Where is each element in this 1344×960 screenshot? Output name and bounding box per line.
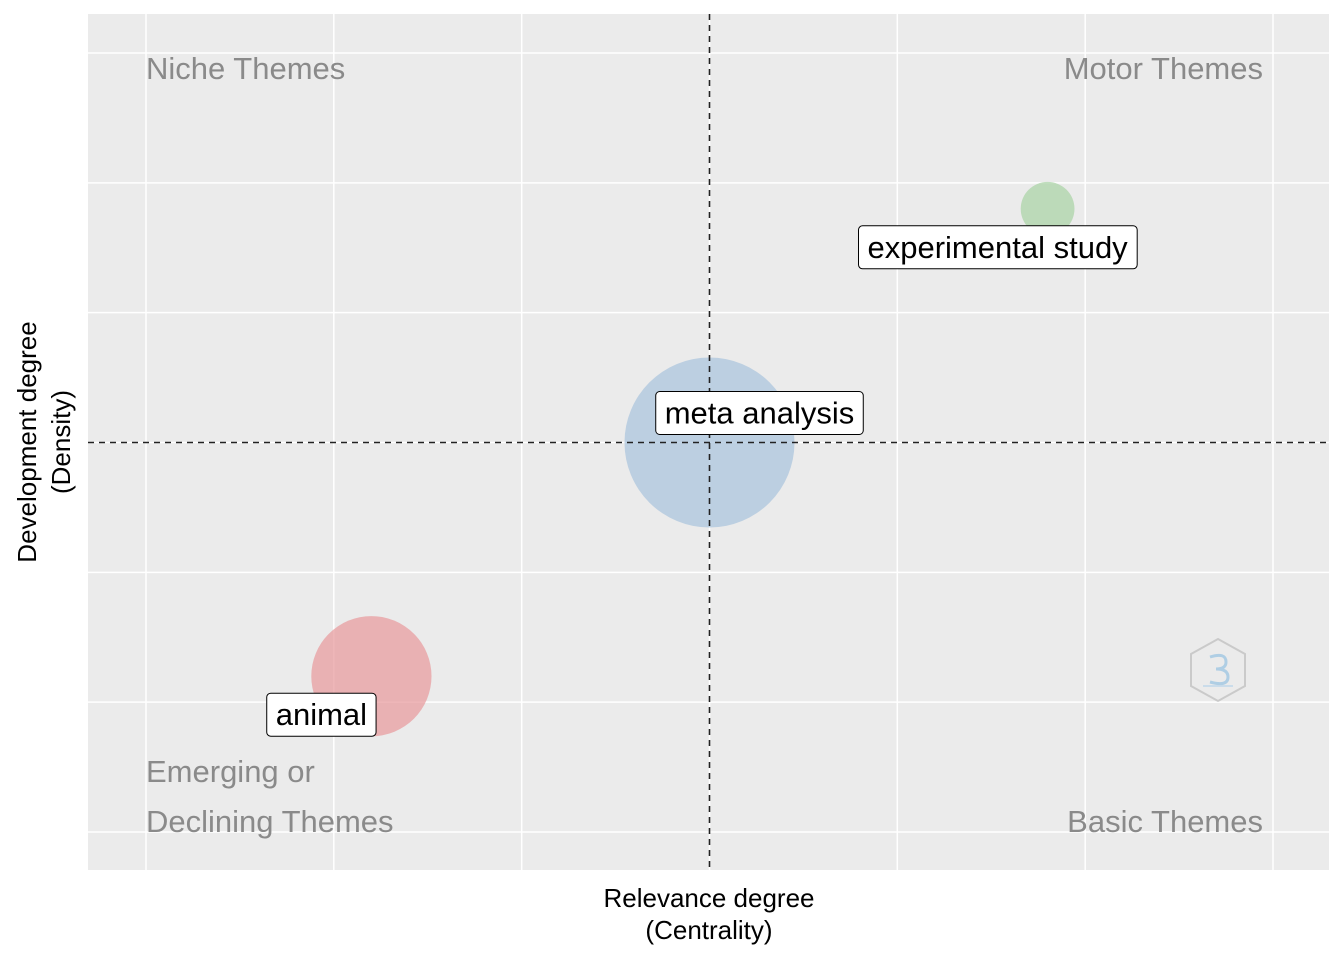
- bubble-label-box-experimental-study: [858, 225, 1138, 270]
- bubble-label-text-meta-analysis: meta analysis: [665, 396, 855, 431]
- x-axis-title-line1: Relevance degree: [603, 883, 814, 913]
- quadrant-label-motor: Motor Themes: [1064, 51, 1263, 86]
- bibliometrix-logo-icon: [1190, 637, 1246, 703]
- bubble-label-text-animal: animal: [276, 697, 367, 732]
- bubble-label-layer: experimental study meta analysis animal: [266, 225, 1138, 737]
- quadrant-label-emerging-line1: Emerging or: [146, 754, 315, 789]
- y-axis-title-line1: Development degree: [12, 321, 42, 562]
- x-axis-title-line2: (Centrality): [645, 915, 772, 945]
- bubble-label-animal: animal: [266, 692, 377, 737]
- bubble-label-experimental-study: experimental study: [858, 225, 1138, 270]
- bubble-experimental-study: [1020, 181, 1075, 236]
- quadrant-label-emerging-line2: Declining Themes: [146, 804, 394, 839]
- y-axis-title-line2: (Density): [46, 390, 76, 494]
- quadrant-label-basic: Basic Themes: [1067, 804, 1263, 839]
- bubble-label-box-animal: [266, 692, 377, 737]
- bubble-label-box-meta-analysis: [655, 391, 864, 435]
- bubble-label-meta-analysis: meta analysis: [655, 391, 864, 435]
- reference-lines: [88, 14, 1329, 870]
- bubble-label-text-experimental-study: experimental study: [868, 230, 1129, 265]
- quadrant-label-niche: Niche Themes: [146, 51, 345, 86]
